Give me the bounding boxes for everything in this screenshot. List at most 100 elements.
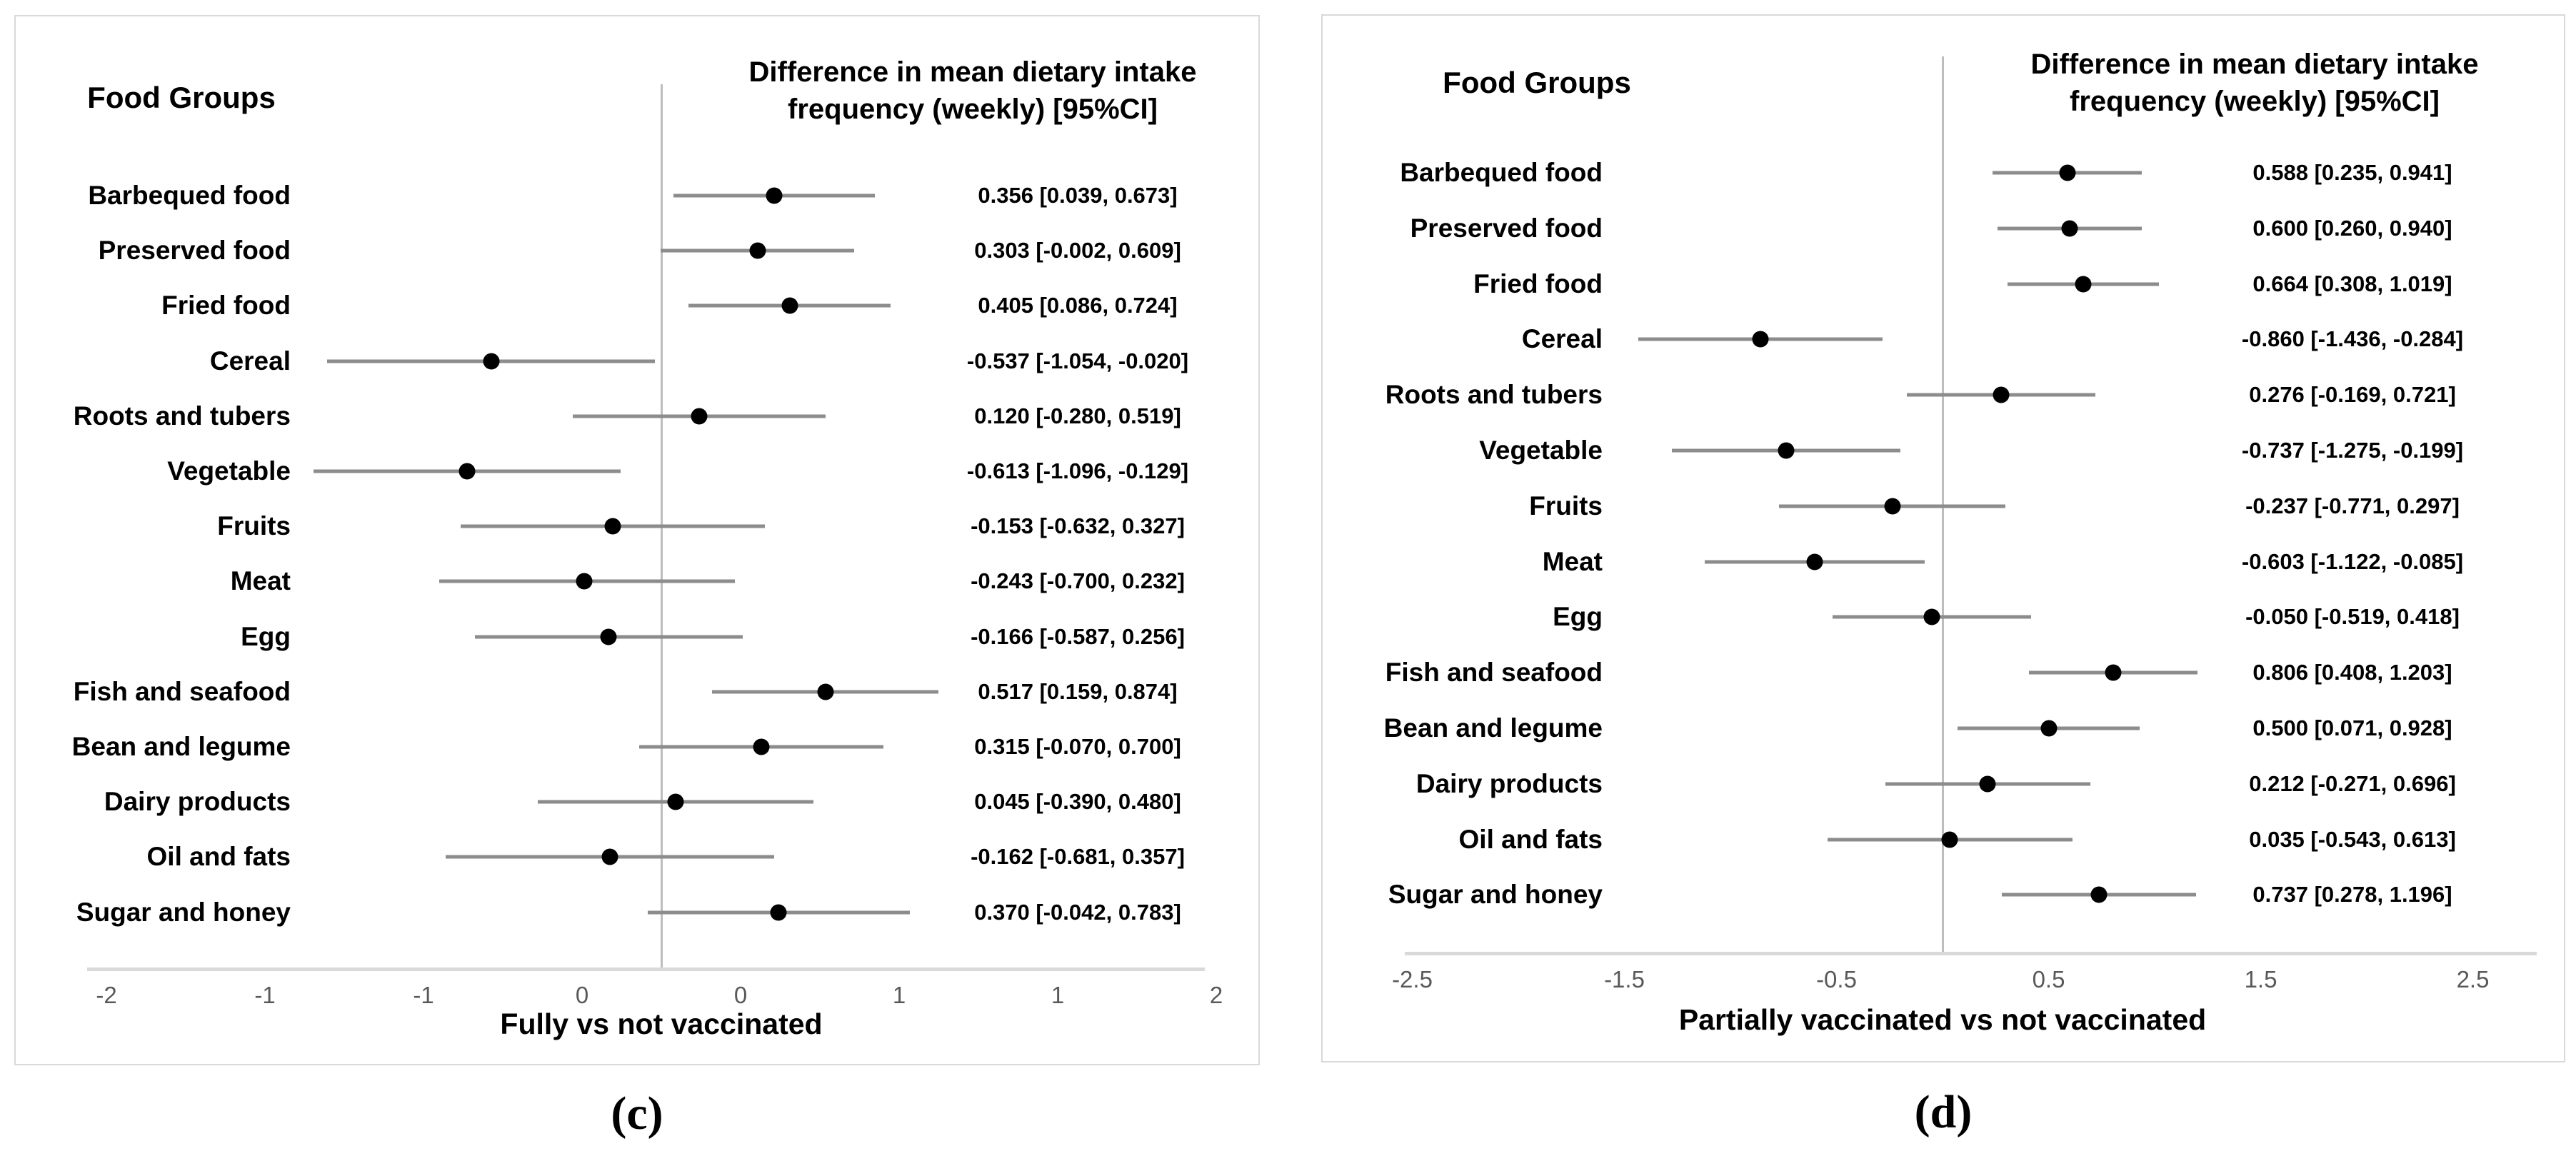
forest-panel-d: Food Groups Difference in mean dietary i… <box>1321 14 2565 1062</box>
mean-dot <box>2105 664 2122 681</box>
ci-value-text: 0.806 [0.408, 1.203] <box>2252 660 2452 685</box>
value-header-line2: frequency (weekly) [95%CI] <box>2070 86 2440 117</box>
mean-dot <box>667 793 684 810</box>
ci-value-text: 0.588 [0.235, 0.941] <box>2252 160 2452 185</box>
ci-value-text: -0.613 [-1.096, -0.129] <box>966 458 1189 483</box>
subfigure-caption-d: (d) <box>1914 1086 1973 1138</box>
mean-dot <box>749 242 766 259</box>
forest-row-label: Barbequed food <box>88 181 291 210</box>
forest-row-label: Bean and legume <box>71 732 291 761</box>
ci-value-text: 0.303 [-0.002, 0.609] <box>974 238 1181 263</box>
mean-dot <box>766 187 783 204</box>
forest-row-label: Egg <box>1553 602 1603 632</box>
forest-row-label: Fruits <box>1529 491 1603 521</box>
forest-row-label: Cereal <box>1521 324 1603 354</box>
forest-panel-c: Food Groups Difference in mean dietary i… <box>14 15 1260 1065</box>
forest-row-label: Vegetable <box>167 456 291 486</box>
forest-row-label: Roots and tubers <box>73 401 291 431</box>
mean-dot <box>2059 164 2076 181</box>
value-column-header: Difference in mean dietary intake freque… <box>749 54 1197 128</box>
subfigure-caption-c: (c) <box>611 1087 663 1140</box>
ci-value-text: 0.500 [0.071, 0.928] <box>2252 715 2452 740</box>
mean-dot <box>601 848 618 865</box>
forest-row-label: Sugar and honey <box>1388 880 1603 910</box>
forest-row-label: Egg <box>241 621 291 651</box>
food-groups-header: Food Groups <box>1443 66 1631 99</box>
value-header-line1: Difference in mean dietary intake <box>2030 49 2479 80</box>
x-tick-label: -2 <box>96 982 117 1008</box>
ci-value-text: 0.737 [0.278, 1.196] <box>2252 882 2452 908</box>
x-tick-label: 0 <box>733 982 748 1008</box>
forest-row-label: Oil and fats <box>146 842 291 872</box>
x-tick-label: 1 <box>1051 982 1065 1008</box>
ci-value-text: 0.120 [-0.280, 0.519] <box>974 403 1181 428</box>
ci-value-text: 0.212 [-0.271, 0.696] <box>2249 770 2456 796</box>
mean-dot <box>2061 220 2078 237</box>
mean-dot <box>483 353 500 370</box>
mean-dot <box>691 408 708 425</box>
forest-row-label: Barbequed food <box>1400 158 1603 187</box>
ci-value-text: 0.370 [-0.042, 0.783] <box>974 899 1181 925</box>
x-tick-label: 0 <box>575 982 589 1008</box>
ci-value-text: 0.517 [0.159, 0.874] <box>978 678 1178 704</box>
x-axis-title: Partially vaccinated vs not vaccinated <box>1678 1003 2207 1036</box>
ci-value-text: -0.860 [-1.436, -0.284] <box>2241 326 2464 352</box>
mean-dot <box>1923 608 1940 625</box>
ci-value-text: -0.237 [-0.771, 0.297] <box>2245 493 2460 518</box>
x-tick-label: 2.5 <box>2456 966 2490 992</box>
mean-dot <box>1806 553 1823 571</box>
mean-dot <box>604 518 621 535</box>
forest-row-label: Dairy products <box>1415 768 1603 798</box>
forest-row-label: Meat <box>1542 546 1603 576</box>
ci-value-text: -0.153 [-0.632, 0.327] <box>971 513 1185 539</box>
forest-row-label: Preserved food <box>1410 213 1603 243</box>
value-column-header: Difference in mean dietary intake freque… <box>2031 46 2479 120</box>
mean-dot <box>576 573 593 590</box>
zero-reference-line <box>1941 56 1944 952</box>
forest-row-label: Meat <box>230 566 291 596</box>
x-tick-label: -1.5 <box>1604 966 1645 992</box>
mean-dot <box>1941 831 1958 848</box>
mean-dot <box>2040 720 2057 737</box>
mean-dot <box>817 683 834 700</box>
ci-value-text: 0.600 [0.260, 0.940] <box>2252 215 2452 241</box>
mean-dot <box>2090 886 2108 903</box>
ci-value-text: 0.405 [0.086, 0.724] <box>978 293 1178 318</box>
ci-value-text: -0.737 [-1.275, -0.199] <box>2241 438 2464 463</box>
x-tick-label: -2.5 <box>1392 966 1433 992</box>
x-tick-label: -0.5 <box>1816 966 1857 992</box>
x-tick-label: 1.5 <box>2244 966 2277 992</box>
x-tick-label: 1 <box>892 982 906 1008</box>
ci-value-text: 0.035 [-0.543, 0.613] <box>2249 826 2456 852</box>
ci-value-text: -0.603 [-1.122, -0.085] <box>2241 548 2464 574</box>
forest-row-label: Fish and seafood <box>1385 658 1603 688</box>
forest-row-label: Cereal <box>209 346 291 376</box>
mean-dot <box>1778 442 1795 459</box>
x-axis-line <box>87 967 1205 971</box>
forest-row-label: Bean and legume <box>1383 713 1603 743</box>
value-header-line2: frequency (weekly) [95%CI] <box>788 94 1158 125</box>
ci-value-text: 0.356 [0.039, 0.673] <box>978 183 1178 208</box>
ci-value-text: 0.664 [0.308, 1.019] <box>2252 271 2452 296</box>
mean-dot <box>1884 498 1901 515</box>
ci-value-text: -0.166 [-0.587, 0.256] <box>971 623 1185 649</box>
food-groups-header: Food Groups <box>87 81 276 114</box>
forest-row-label: Vegetable <box>1479 436 1603 465</box>
forest-row-label: Fruits <box>217 511 291 541</box>
mean-dot <box>1993 386 2010 403</box>
ci-value-text: 0.045 [-0.390, 0.480] <box>974 789 1181 815</box>
forest-row-label: Sugar and honey <box>76 897 291 927</box>
mean-dot <box>458 463 476 480</box>
x-tick-label: 0.5 <box>2032 966 2065 992</box>
ci-value-text: -0.050 [-0.519, 0.418] <box>2245 604 2460 630</box>
ci-value-text: 0.315 [-0.070, 0.700] <box>974 734 1181 759</box>
mean-dot <box>600 628 617 645</box>
x-axis-title: Fully vs not vaccinated <box>500 1007 823 1040</box>
ci-value-text: -0.243 [-0.700, 0.232] <box>971 568 1185 594</box>
mean-dot <box>1752 331 1769 348</box>
x-axis-line <box>1405 952 2537 955</box>
forest-row-label: Dairy products <box>104 787 291 817</box>
forest-row-label: Oil and fats <box>1458 824 1603 854</box>
forest-row-label: Fried food <box>1473 268 1603 298</box>
mean-dot <box>781 297 798 314</box>
